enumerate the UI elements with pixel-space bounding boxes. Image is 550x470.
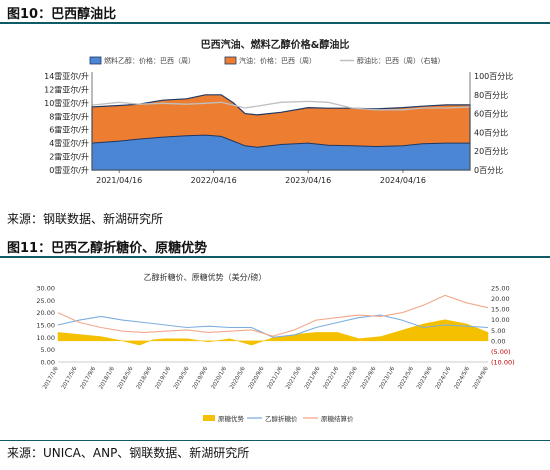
chart2-y-right-tick: 0.00 (491, 337, 505, 345)
chart1-y-left-tick: 12雷亚尔/升 (44, 84, 89, 94)
chart2-legend-label: 乙醇折糖价 (265, 414, 298, 423)
chart1-plot-area (91, 94, 471, 171)
chart2-x-tick: 2023/9/6 (416, 366, 434, 391)
chart2-x-tick: 2018/9/6 (136, 366, 154, 391)
chart1-legend-swatch (224, 56, 237, 65)
chart1-y-left-tick: 2雷亚尔/升 (49, 152, 89, 162)
chart1-legend-label: 汽油：价格：巴西（周） (239, 56, 316, 65)
chart1-y-right-tick: 40百分比 (474, 127, 508, 137)
chart2-y-left-tick: 30.00 (36, 285, 55, 293)
chart-ethanol-sugar-advantage: 乙醇折糖价、原糖优势（美分/磅） 0.00 5.00 10.00 15.00 20.00… (36, 272, 515, 423)
figure-10-header: 图10：巴西醇油比 (0, 0, 550, 24)
chart1-legend: 燃料乙醇：价格：巴西（周） 汽油：价格：巴西（周） 醇油比：巴西（周）（右轴） (89, 56, 445, 65)
chart1-x-tick: 2024/04/16 (380, 176, 426, 185)
raw-sugar-price-line (57, 294, 489, 337)
chart2-x-tick: 2020/9/6 (248, 366, 266, 391)
chart1-y-left-tick: 4雷亚尔/升 (49, 138, 89, 148)
chart1-y-right-tick: 20百分比 (474, 146, 508, 156)
chart2-x-tick: 2024/9/6 (472, 366, 490, 391)
figure-11-header: 图11：巴西乙醇折糖价、原糖优势 (0, 234, 550, 258)
chart1-x-tick: 2021/04/16 (96, 176, 142, 185)
chart2-x-tick: 2020/5/6 (229, 366, 247, 391)
chart2-y-left-tick: 0.00 (41, 359, 55, 367)
chart2-x-tick: 2018/5/6 (117, 366, 135, 391)
chart2-x-tick: 2022/5/6 (341, 366, 359, 391)
chart2-y-left-tick: 15.00 (36, 322, 55, 330)
chart2-x-tick: 2023/1/6 (379, 366, 397, 391)
chart2-x-tick: 2021/5/6 (285, 366, 303, 391)
chart1-legend-label: 醇油比：巴西（周）（右轴） (357, 56, 445, 65)
chart2-x-tick: 2022/1/6 (323, 366, 341, 391)
figure-11-source: 来源：UNICA、ANP、钢联数据、新湖研究所 (7, 446, 250, 460)
chart2-legend-swatch (203, 415, 215, 421)
chart1-y-right-tick: 0百分比 (474, 165, 503, 175)
chart2-x-tick: 2023/5/6 (397, 366, 415, 391)
chart1-x-tick: 2023/04/16 (285, 176, 331, 185)
ethanol-sugar-price-line (57, 314, 489, 338)
sugar-advantage-area (57, 319, 489, 346)
ethanol-area (91, 134, 471, 171)
chart2-x-tick: 2021/1/6 (266, 366, 284, 391)
chart2-legend: 原糖优势 乙醇折糖价 原糖结算价 (203, 414, 354, 423)
chart2-y-left-tick: 25.00 (36, 297, 55, 305)
chart1-y-right-tick: 100百分比 (474, 71, 513, 81)
chart2-y-right-tick: 20.00 (491, 295, 510, 303)
chart2-y-right-tick: 25.00 (491, 285, 510, 293)
chart2-x-tick: 2021/9/6 (304, 366, 322, 391)
chart1-title: 巴西汽油、燃料乙醇价格&醇油比 (201, 38, 350, 51)
figure-10-source: 来源：钢联数据、新湖研究所 (7, 212, 164, 226)
chart2-legend-label: 原糖优势 (218, 414, 245, 423)
ratio-line (91, 100, 471, 111)
chart1-y-right-tick: 60百分比 (474, 109, 508, 119)
chart2-y-right-tick: (5.00) (491, 348, 511, 356)
chart2-x-tick: 2017/1/6 (42, 366, 60, 391)
chart2-y-right-tick: 15.00 (491, 306, 510, 314)
chart2-plot-area (57, 294, 489, 346)
chart2-x-tick: 2022/9/6 (360, 366, 378, 391)
chart2-x-tick: 2020/1/6 (210, 366, 228, 391)
chart2-x-tick: 2024/1/6 (435, 366, 453, 391)
chart1-y-left-tick: 14雷亚尔/升 (44, 71, 89, 81)
chart2-y-right-tick: (10.00) (491, 359, 515, 367)
chart2-y-right-tick: 10.00 (491, 316, 510, 324)
chart1-y-left-tick: 0雷亚尔/升 (49, 165, 89, 175)
chart2-x-tick: 2019/5/6 (173, 366, 191, 391)
chart2-x-tick: 2018/1/6 (98, 366, 116, 391)
chart2-x-tick: 2017/5/6 (61, 366, 79, 391)
chart1-y-left-tick: 8雷亚尔/升 (49, 111, 89, 121)
chart2-x-tick: 2017/9/6 (80, 366, 98, 391)
figure-10-title: 图10：巴西醇油比 (7, 7, 117, 22)
chart2-y-left-tick: 20.00 (36, 309, 55, 317)
chart2-y-left-tick: 5.00 (41, 346, 55, 354)
chart2-title: 乙醇折糖价、原糖优势（美分/磅） (144, 272, 267, 282)
chart1-legend-swatch (89, 56, 102, 65)
chart2-x-tick: 2019/1/6 (154, 366, 172, 391)
chart2-y-left-tick: 10.00 (36, 334, 55, 342)
figure-11-title: 图11：巴西乙醇折糖价、原糖优势 (7, 241, 208, 256)
chart2-legend-label: 原糖结算价 (321, 414, 354, 423)
chart1-y-left-tick: 10雷亚尔/升 (44, 98, 89, 108)
chart1-x-tick: 2022/04/16 (191, 176, 237, 185)
chart2-y-right-tick: 5.00 (491, 327, 505, 335)
chart2-x-tick: 2019/9/6 (192, 366, 210, 391)
chart1-y-left-tick: 6雷亚尔/升 (49, 125, 89, 135)
bottom-divider (0, 440, 550, 441)
chart1-axes: 0雷亚尔/升 2雷亚尔/升 4雷亚尔/升 6雷亚尔/升 8雷亚尔/升 10雷亚尔/升 12雷… (44, 71, 513, 185)
chart-ethanol-gasoline-ratio: 巴西汽油、燃料乙醇价格&醇油比 燃料乙醇：价格：巴西（周） 汽油：价格：巴西（周）… (44, 38, 513, 185)
chart2-x-tick: 2024/5/6 (453, 366, 471, 391)
chart1-y-right-tick: 80百分比 (474, 90, 508, 100)
chart1-legend-label: 燃料乙醇：价格：巴西（周） (104, 56, 195, 65)
